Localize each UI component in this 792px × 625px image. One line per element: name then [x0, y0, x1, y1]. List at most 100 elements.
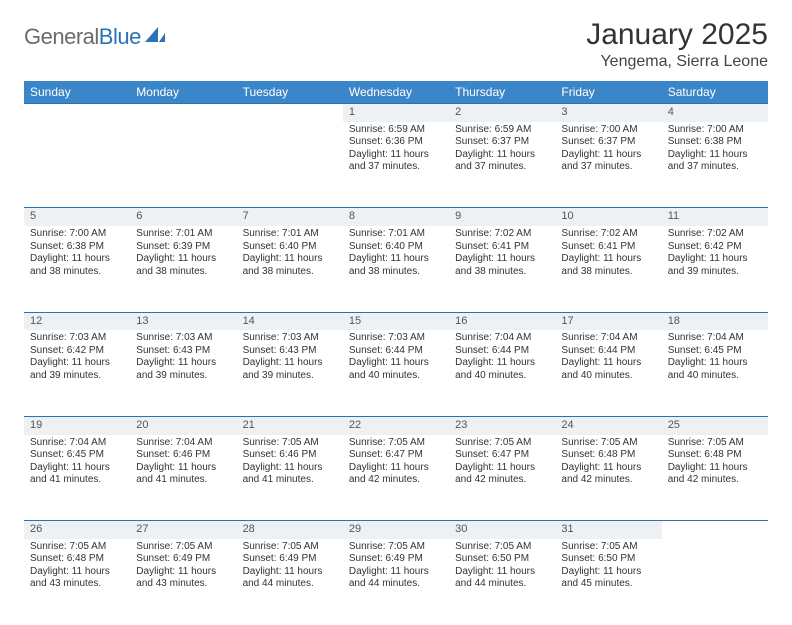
day-number-cell: 16 — [449, 312, 555, 330]
day-number-cell: 5 — [24, 208, 130, 226]
day-number-cell — [662, 521, 768, 539]
sunrise-line: Sunrise: 7:03 AM — [349, 332, 443, 345]
daylight-line: Daylight: 11 hours and 37 minutes. — [668, 149, 762, 174]
daylight-line: Daylight: 11 hours and 41 minutes. — [136, 462, 230, 487]
daylight-line: Daylight: 11 hours and 38 minutes. — [561, 253, 655, 278]
day-content-cell — [237, 122, 343, 208]
location: Yengema, Sierra Leone — [586, 53, 768, 71]
day-content-cell — [130, 122, 236, 208]
day-number-cell: 1 — [343, 104, 449, 122]
day-content-cell: Sunrise: 7:00 AMSunset: 6:38 PMDaylight:… — [24, 226, 130, 312]
day-number-cell: 26 — [24, 521, 130, 539]
sunrise-line: Sunrise: 7:05 AM — [455, 437, 549, 450]
daylight-line: Daylight: 11 hours and 39 minutes. — [136, 357, 230, 382]
sunrise-line: Sunrise: 7:05 AM — [455, 541, 549, 554]
sunset-line: Sunset: 6:38 PM — [30, 241, 124, 254]
day-number-cell: 3 — [555, 104, 661, 122]
daylight-line: Daylight: 11 hours and 40 minutes. — [561, 357, 655, 382]
day-content-cell: Sunrise: 7:05 AMSunset: 6:46 PMDaylight:… — [237, 435, 343, 521]
sunset-line: Sunset: 6:39 PM — [136, 241, 230, 254]
weekday-header: Tuesday — [237, 81, 343, 104]
day-content-cell: Sunrise: 7:03 AMSunset: 6:43 PMDaylight:… — [237, 330, 343, 416]
weekday-header: Monday — [130, 81, 236, 104]
day-number-row: 262728293031 — [24, 521, 768, 539]
daylight-line: Daylight: 11 hours and 37 minutes. — [455, 149, 549, 174]
sunrise-line: Sunrise: 7:05 AM — [30, 541, 124, 554]
title-block: January 2025 Yengema, Sierra Leone — [586, 18, 768, 71]
weekday-header: Friday — [555, 81, 661, 104]
day-number-cell: 25 — [662, 416, 768, 434]
day-number-row: 19202122232425 — [24, 416, 768, 434]
day-content-cell: Sunrise: 7:03 AMSunset: 6:43 PMDaylight:… — [130, 330, 236, 416]
sunrise-line: Sunrise: 6:59 AM — [349, 124, 443, 137]
day-number-cell: 10 — [555, 208, 661, 226]
weekday-header: Sunday — [24, 81, 130, 104]
sunrise-line: Sunrise: 7:01 AM — [136, 228, 230, 241]
sunset-line: Sunset: 6:49 PM — [349, 553, 443, 566]
sunset-line: Sunset: 6:37 PM — [561, 136, 655, 149]
sunset-line: Sunset: 6:41 PM — [561, 241, 655, 254]
daylight-line: Daylight: 11 hours and 45 minutes. — [561, 566, 655, 591]
sunset-line: Sunset: 6:49 PM — [136, 553, 230, 566]
sunrise-line: Sunrise: 6:59 AM — [455, 124, 549, 137]
day-content-cell: Sunrise: 7:04 AMSunset: 6:45 PMDaylight:… — [24, 435, 130, 521]
daylight-line: Daylight: 11 hours and 43 minutes. — [30, 566, 124, 591]
day-content-cell: Sunrise: 7:02 AMSunset: 6:41 PMDaylight:… — [555, 226, 661, 312]
daylight-line: Daylight: 11 hours and 42 minutes. — [349, 462, 443, 487]
day-content-cell: Sunrise: 6:59 AMSunset: 6:37 PMDaylight:… — [449, 122, 555, 208]
sunrise-line: Sunrise: 7:05 AM — [243, 437, 337, 450]
day-number-cell: 11 — [662, 208, 768, 226]
daylight-line: Daylight: 11 hours and 44 minutes. — [455, 566, 549, 591]
sunrise-line: Sunrise: 7:02 AM — [668, 228, 762, 241]
sunrise-line: Sunrise: 7:01 AM — [243, 228, 337, 241]
day-content-cell: Sunrise: 7:01 AMSunset: 6:39 PMDaylight:… — [130, 226, 236, 312]
sunrise-line: Sunrise: 7:04 AM — [668, 332, 762, 345]
day-content-cell — [24, 122, 130, 208]
daylight-line: Daylight: 11 hours and 41 minutes. — [30, 462, 124, 487]
daylight-line: Daylight: 11 hours and 40 minutes. — [668, 357, 762, 382]
daylight-line: Daylight: 11 hours and 37 minutes. — [349, 149, 443, 174]
weekday-header: Saturday — [662, 81, 768, 104]
day-number-cell — [130, 104, 236, 122]
sunrise-line: Sunrise: 7:05 AM — [136, 541, 230, 554]
brand-word1: General — [24, 24, 99, 49]
sunset-line: Sunset: 6:44 PM — [349, 345, 443, 358]
day-number-cell: 21 — [237, 416, 343, 434]
brand-text: GeneralBlue — [24, 24, 141, 50]
sunrise-line: Sunrise: 7:04 AM — [30, 437, 124, 450]
day-number-cell: 12 — [24, 312, 130, 330]
sunset-line: Sunset: 6:49 PM — [243, 553, 337, 566]
day-number-cell — [237, 104, 343, 122]
day-number-cell: 4 — [662, 104, 768, 122]
calendar-body: 1234Sunrise: 6:59 AMSunset: 6:36 PMDayli… — [24, 104, 768, 625]
day-content-cell: Sunrise: 7:02 AMSunset: 6:42 PMDaylight:… — [662, 226, 768, 312]
sunset-line: Sunset: 6:50 PM — [455, 553, 549, 566]
sunrise-line: Sunrise: 7:00 AM — [30, 228, 124, 241]
sunset-line: Sunset: 6:48 PM — [30, 553, 124, 566]
daylight-line: Daylight: 11 hours and 39 minutes. — [243, 357, 337, 382]
daylight-line: Daylight: 11 hours and 42 minutes. — [561, 462, 655, 487]
sunrise-line: Sunrise: 7:05 AM — [349, 541, 443, 554]
daylight-line: Daylight: 11 hours and 39 minutes. — [30, 357, 124, 382]
sunset-line: Sunset: 6:42 PM — [668, 241, 762, 254]
sunset-line: Sunset: 6:46 PM — [243, 449, 337, 462]
daylight-line: Daylight: 11 hours and 42 minutes. — [455, 462, 549, 487]
day-content-row: Sunrise: 7:03 AMSunset: 6:42 PMDaylight:… — [24, 330, 768, 416]
day-number-cell: 9 — [449, 208, 555, 226]
day-number-row: 567891011 — [24, 208, 768, 226]
day-content-cell: Sunrise: 7:01 AMSunset: 6:40 PMDaylight:… — [343, 226, 449, 312]
day-content-row: Sunrise: 7:00 AMSunset: 6:38 PM Daylight:… — [24, 226, 768, 312]
sunset-line: Sunset: 6:37 PM — [455, 136, 549, 149]
brand-sail-icon — [145, 25, 165, 48]
sunrise-line: Sunrise: 7:02 AM — [455, 228, 549, 241]
day-number-cell: 8 — [343, 208, 449, 226]
day-content-cell: Sunrise: 7:04 AMSunset: 6:44 PMDaylight:… — [449, 330, 555, 416]
daylight-line: Daylight: 11 hours and 37 minutes. — [561, 149, 655, 174]
day-number-row: 1234 — [24, 104, 768, 122]
sunset-line: Sunset: 6:36 PM — [349, 136, 443, 149]
day-content-cell: Sunrise: 7:03 AMSunset: 6:42 PMDaylight:… — [24, 330, 130, 416]
daylight-line: Daylight: 11 hours and 44 minutes. — [349, 566, 443, 591]
day-number-cell: 23 — [449, 416, 555, 434]
daylight-line: Daylight: 11 hours and 42 minutes. — [668, 462, 762, 487]
sunrise-line: Sunrise: 7:03 AM — [243, 332, 337, 345]
